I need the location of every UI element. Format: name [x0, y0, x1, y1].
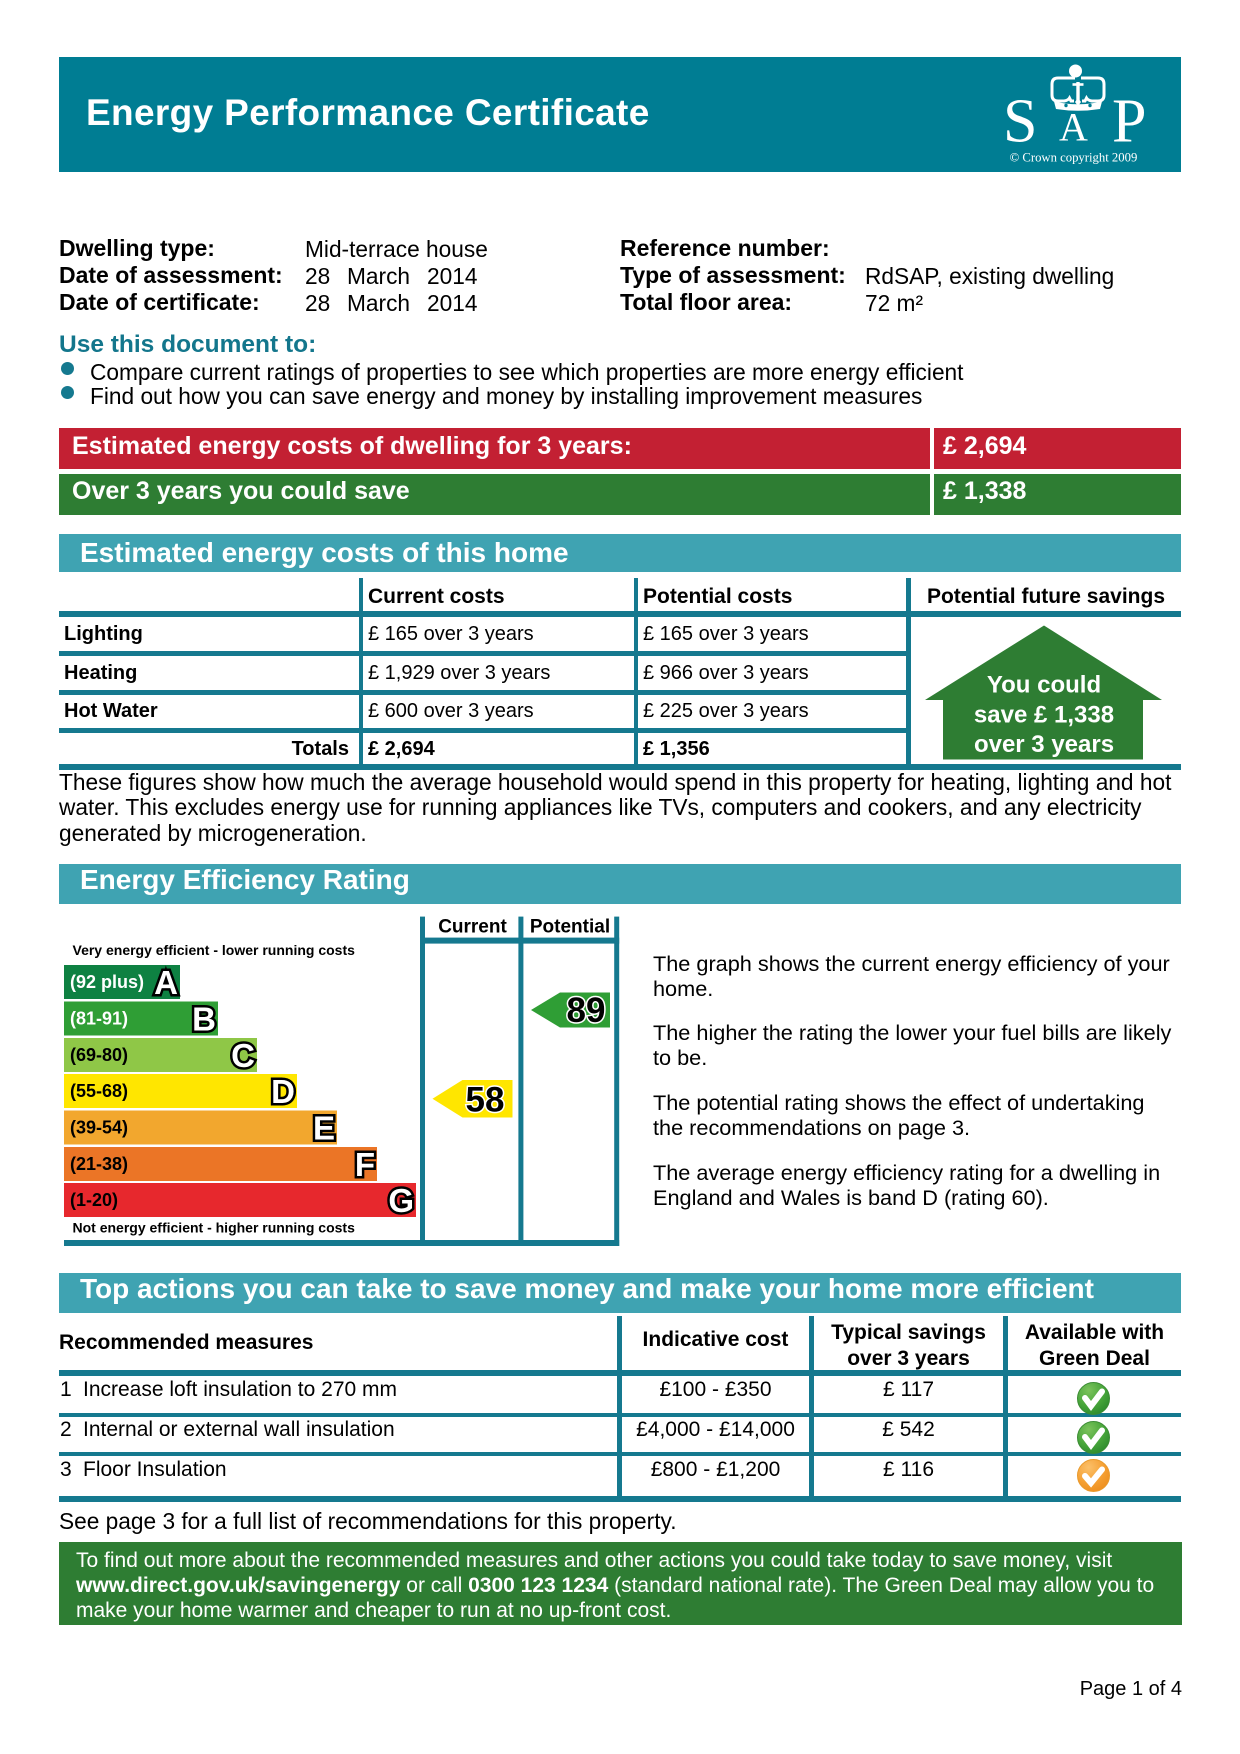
svg-text:F: F [355, 1146, 375, 1183]
svg-text:58: 58 [466, 1081, 505, 1120]
svg-text:You could: You could [987, 672, 1101, 699]
svg-text:(1-20): (1-20) [70, 1190, 118, 1210]
svg-text:C: C [231, 1037, 255, 1074]
svg-text:(21-38): (21-38) [70, 1154, 128, 1174]
svg-text:(81-91): (81-91) [70, 1009, 128, 1029]
svg-text:over 3 years: over 3 years [974, 731, 1114, 758]
svg-text:P: P [1112, 88, 1146, 156]
svg-text:(39-54): (39-54) [70, 1118, 128, 1138]
svg-text:G: G [388, 1182, 414, 1219]
svg-text:A: A [1059, 105, 1088, 150]
svg-text:(69-80): (69-80) [70, 1045, 128, 1065]
svg-text:Current: Current [438, 917, 507, 938]
svg-text:Very energy efficient - lower: Very energy efficient - lower running co… [73, 942, 356, 958]
svg-text:D: D [271, 1073, 295, 1110]
svg-text:B: B [192, 1001, 216, 1038]
svg-text:(92 plus): (92 plus) [70, 972, 144, 992]
svg-text:Potential: Potential [530, 917, 610, 938]
svg-text:save £ 1,338: save £ 1,338 [974, 702, 1114, 729]
svg-text:Not energy efficient - higher: Not energy efficient - higher running co… [73, 1220, 356, 1236]
svg-text:(55-68): (55-68) [70, 1081, 128, 1101]
svg-text:E: E [313, 1110, 335, 1147]
svg-text:A: A [154, 964, 178, 1001]
svg-text:© Crown copyright 2009: © Crown copyright 2009 [1010, 151, 1138, 165]
svg-text:89: 89 [567, 991, 606, 1030]
svg-text:S: S [1003, 88, 1037, 156]
